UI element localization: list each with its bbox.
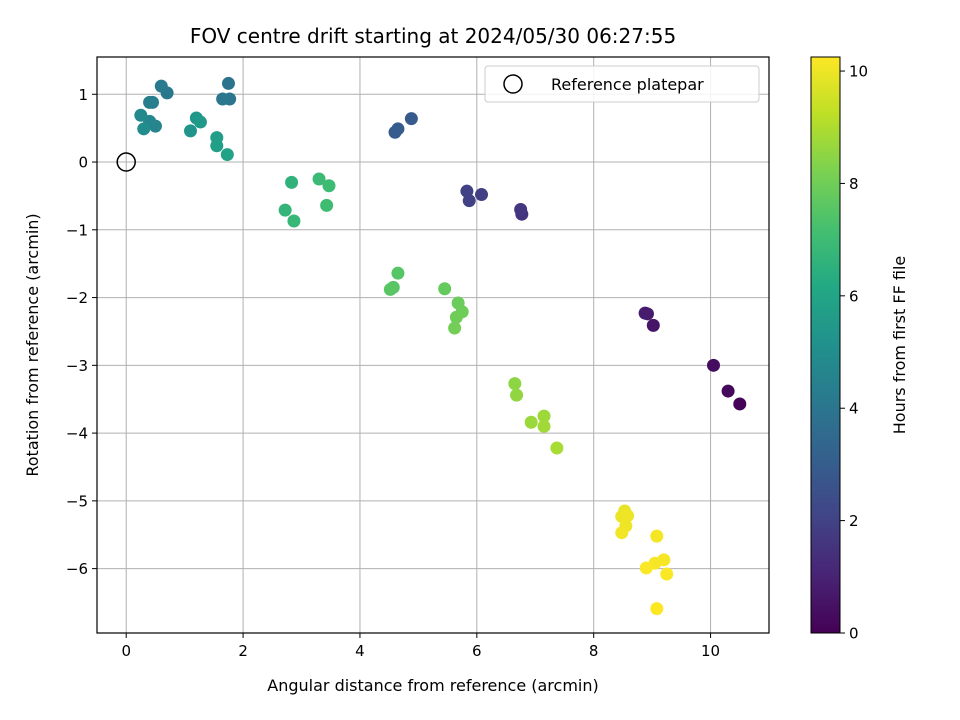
data-point xyxy=(322,179,336,193)
data-point xyxy=(221,76,235,90)
data-point xyxy=(216,92,230,106)
data-point xyxy=(537,409,551,423)
data-point xyxy=(438,282,452,296)
data-point xyxy=(137,122,151,136)
y-tick-label: −1 xyxy=(66,221,88,239)
data-point xyxy=(615,526,629,540)
x-tick-label: 8 xyxy=(589,642,599,660)
legend-box xyxy=(484,65,760,103)
data-point xyxy=(193,115,207,129)
y-tick-label: −2 xyxy=(66,289,88,307)
data-point xyxy=(285,175,299,189)
data-point xyxy=(650,529,664,543)
data-point xyxy=(733,397,747,411)
x-tick-label: 10 xyxy=(701,642,720,660)
data-point xyxy=(383,282,397,296)
data-point xyxy=(721,384,735,398)
legend-label-reference: Reference platepar xyxy=(551,75,704,94)
data-point xyxy=(475,188,489,202)
data-point xyxy=(646,318,660,332)
colorbar-tick-label: 4 xyxy=(849,400,859,418)
y-tick-label: −4 xyxy=(66,425,88,443)
data-point xyxy=(448,321,462,335)
colorbar: 0 2 4 6 8 10 Hours from first FF file xyxy=(810,56,909,643)
data-point xyxy=(210,139,224,153)
data-point xyxy=(278,203,292,217)
x-axis-label: Angular distance from reference (arcmin) xyxy=(267,676,598,695)
data-point xyxy=(183,124,197,138)
colorbar-tick-label: 10 xyxy=(849,63,868,81)
reference-platepar-marker xyxy=(116,152,136,172)
data-point xyxy=(312,172,326,186)
colorbar-ticks: 0 2 4 6 8 10 xyxy=(840,63,868,643)
data-point xyxy=(460,184,474,198)
data-point xyxy=(449,310,463,324)
x-tick-label: 0 xyxy=(121,642,131,660)
x-tick-label: 4 xyxy=(355,642,365,660)
colorbar-tick-label: 2 xyxy=(849,512,859,530)
y-tick-label: −3 xyxy=(66,357,88,375)
grid xyxy=(97,57,769,633)
data-point xyxy=(537,419,551,433)
data-point xyxy=(320,198,334,212)
data-point xyxy=(154,79,168,93)
colorbar-gradient xyxy=(811,57,840,633)
data-point xyxy=(638,306,652,320)
data-point xyxy=(524,415,538,429)
y-tick-label: −5 xyxy=(66,492,88,510)
x-tick-label: 6 xyxy=(472,642,482,660)
data-point xyxy=(550,441,564,455)
data-points xyxy=(134,76,747,616)
y-tick-label: 0 xyxy=(78,154,88,172)
chart-title: FOV centre drift starting at 2024/05/30 … xyxy=(190,24,676,48)
data-point xyxy=(134,108,148,122)
data-point xyxy=(220,148,234,162)
colorbar-frame xyxy=(810,56,841,634)
colorbar-tick-label: 6 xyxy=(849,287,859,305)
data-point xyxy=(143,95,157,109)
data-point xyxy=(650,602,664,616)
data-point xyxy=(404,112,418,126)
legend-marker-icon xyxy=(503,74,523,94)
data-point xyxy=(391,266,405,280)
data-point xyxy=(508,377,522,391)
data-point xyxy=(706,358,720,372)
colorbar-tick-label: 0 xyxy=(849,625,859,643)
data-point xyxy=(639,561,653,575)
data-point xyxy=(660,567,674,581)
y-axis-label: Rotation from reference (arcmin) xyxy=(23,213,42,476)
data-point xyxy=(510,388,524,402)
y-tick-label: 1 xyxy=(78,86,88,104)
data-point xyxy=(621,509,635,523)
legend: Reference platepar xyxy=(484,65,760,103)
data-point xyxy=(514,202,528,216)
y-tick-label: −6 xyxy=(66,560,88,578)
x-tick-label: 2 xyxy=(238,642,248,660)
data-point xyxy=(287,214,301,228)
plot-frame xyxy=(96,56,770,634)
colorbar-label: Hours from first FF file xyxy=(890,256,909,435)
colorbar-tick-label: 8 xyxy=(849,175,859,193)
data-point xyxy=(388,125,402,139)
